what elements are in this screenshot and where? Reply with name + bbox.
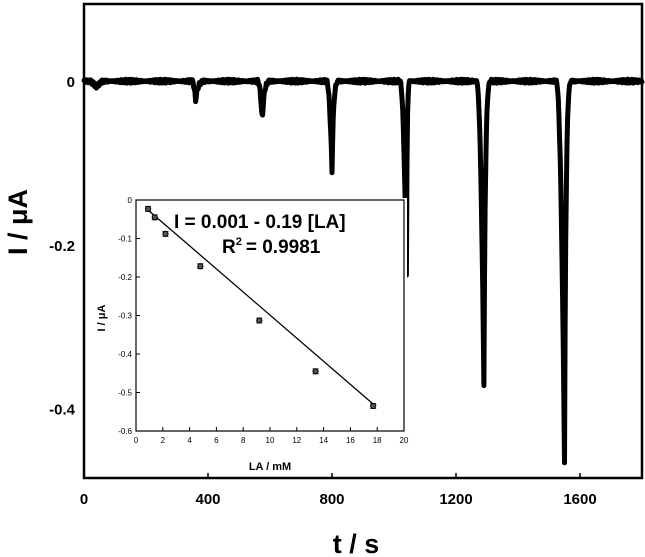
inset-x-axis: 0 2 4 6 8 10 12 14 16 18 20	[134, 427, 409, 445]
current-time-trace	[81, 76, 645, 466]
inset-x-tick-label-2: 4	[187, 436, 192, 445]
r-squared-value: = 0.9981	[246, 237, 321, 258]
calibration-points	[144, 205, 377, 410]
inset-x-tick-label-8: 16	[346, 436, 355, 445]
main-y-axis: 0 -0.2 -0.4	[49, 74, 76, 419]
main-x-tick-label-0: 0	[80, 491, 88, 508]
inset-x-axis-title: LA / mM	[249, 461, 291, 473]
calibration-point-2	[162, 230, 169, 237]
main-x-tick-label-3: 1200	[439, 491, 472, 508]
inset-y-axis: 0 -0.1 -0.2 -0.3 -0.4 -0.5 -0.6	[118, 196, 140, 436]
linear-fit-line	[144, 207, 377, 407]
main-x-axis-title: t / s	[333, 529, 380, 557]
main-y-tick-label-0: 0	[67, 74, 75, 91]
inset-y-axis-title: I / μA	[96, 304, 108, 331]
fit-equation: I = 0.001 - 0.19 [LA]	[174, 212, 346, 233]
calibration-point-6	[370, 402, 377, 410]
inset-y-tick-label-6: -0.6	[118, 427, 132, 436]
inset-y-tick-label-2: -0.2	[118, 273, 132, 282]
inset-x-tick-label-7: 14	[319, 436, 328, 445]
calibration-point-0	[144, 205, 152, 212]
main-x-tick-label-2: 800	[319, 491, 344, 508]
inset-y-tick-label-0: 0	[128, 196, 133, 205]
calibration-point-5	[312, 368, 319, 375]
inset-x-tick-label-6: 12	[292, 436, 301, 445]
main-x-tick-label-1: 400	[195, 491, 220, 508]
inset-x-tick-label-1: 2	[161, 436, 166, 445]
inset-x-tick-label-0: 0	[134, 436, 139, 445]
inset-y-tick-label-4: -0.4	[118, 350, 132, 359]
main-x-axis: 0 400 800 1200 1600	[80, 473, 597, 508]
inset-x-tick-label-5: 10	[266, 436, 275, 445]
calibration-point-3	[197, 263, 204, 270]
r-squared: R2 = 0.9981	[222, 236, 321, 258]
inset-y-tick-label-5: -0.5	[118, 389, 132, 398]
r-squared-exponent: 2	[236, 236, 242, 248]
inset-y-tick-label-3: -0.3	[118, 312, 132, 321]
main-y-axis-title: I / μA	[3, 189, 33, 255]
main-x-tick-label-4: 1600	[563, 491, 596, 508]
r-squared-symbol: R	[222, 237, 236, 258]
main-y-tick-label-2: -0.4	[49, 402, 76, 419]
inset-x-tick-label-10: 20	[400, 436, 409, 445]
calibration-point-4	[256, 317, 263, 324]
main-y-tick-label-1: -0.2	[49, 238, 75, 255]
calibration-point-1	[151, 214, 158, 221]
inset-x-tick-label-3: 6	[214, 436, 219, 445]
inset-y-tick-label-1: -0.1	[118, 235, 132, 244]
inset-x-tick-label-9: 18	[373, 436, 382, 445]
main-plot-frame	[82, 2, 644, 480]
inset-x-tick-label-4: 8	[241, 436, 246, 445]
